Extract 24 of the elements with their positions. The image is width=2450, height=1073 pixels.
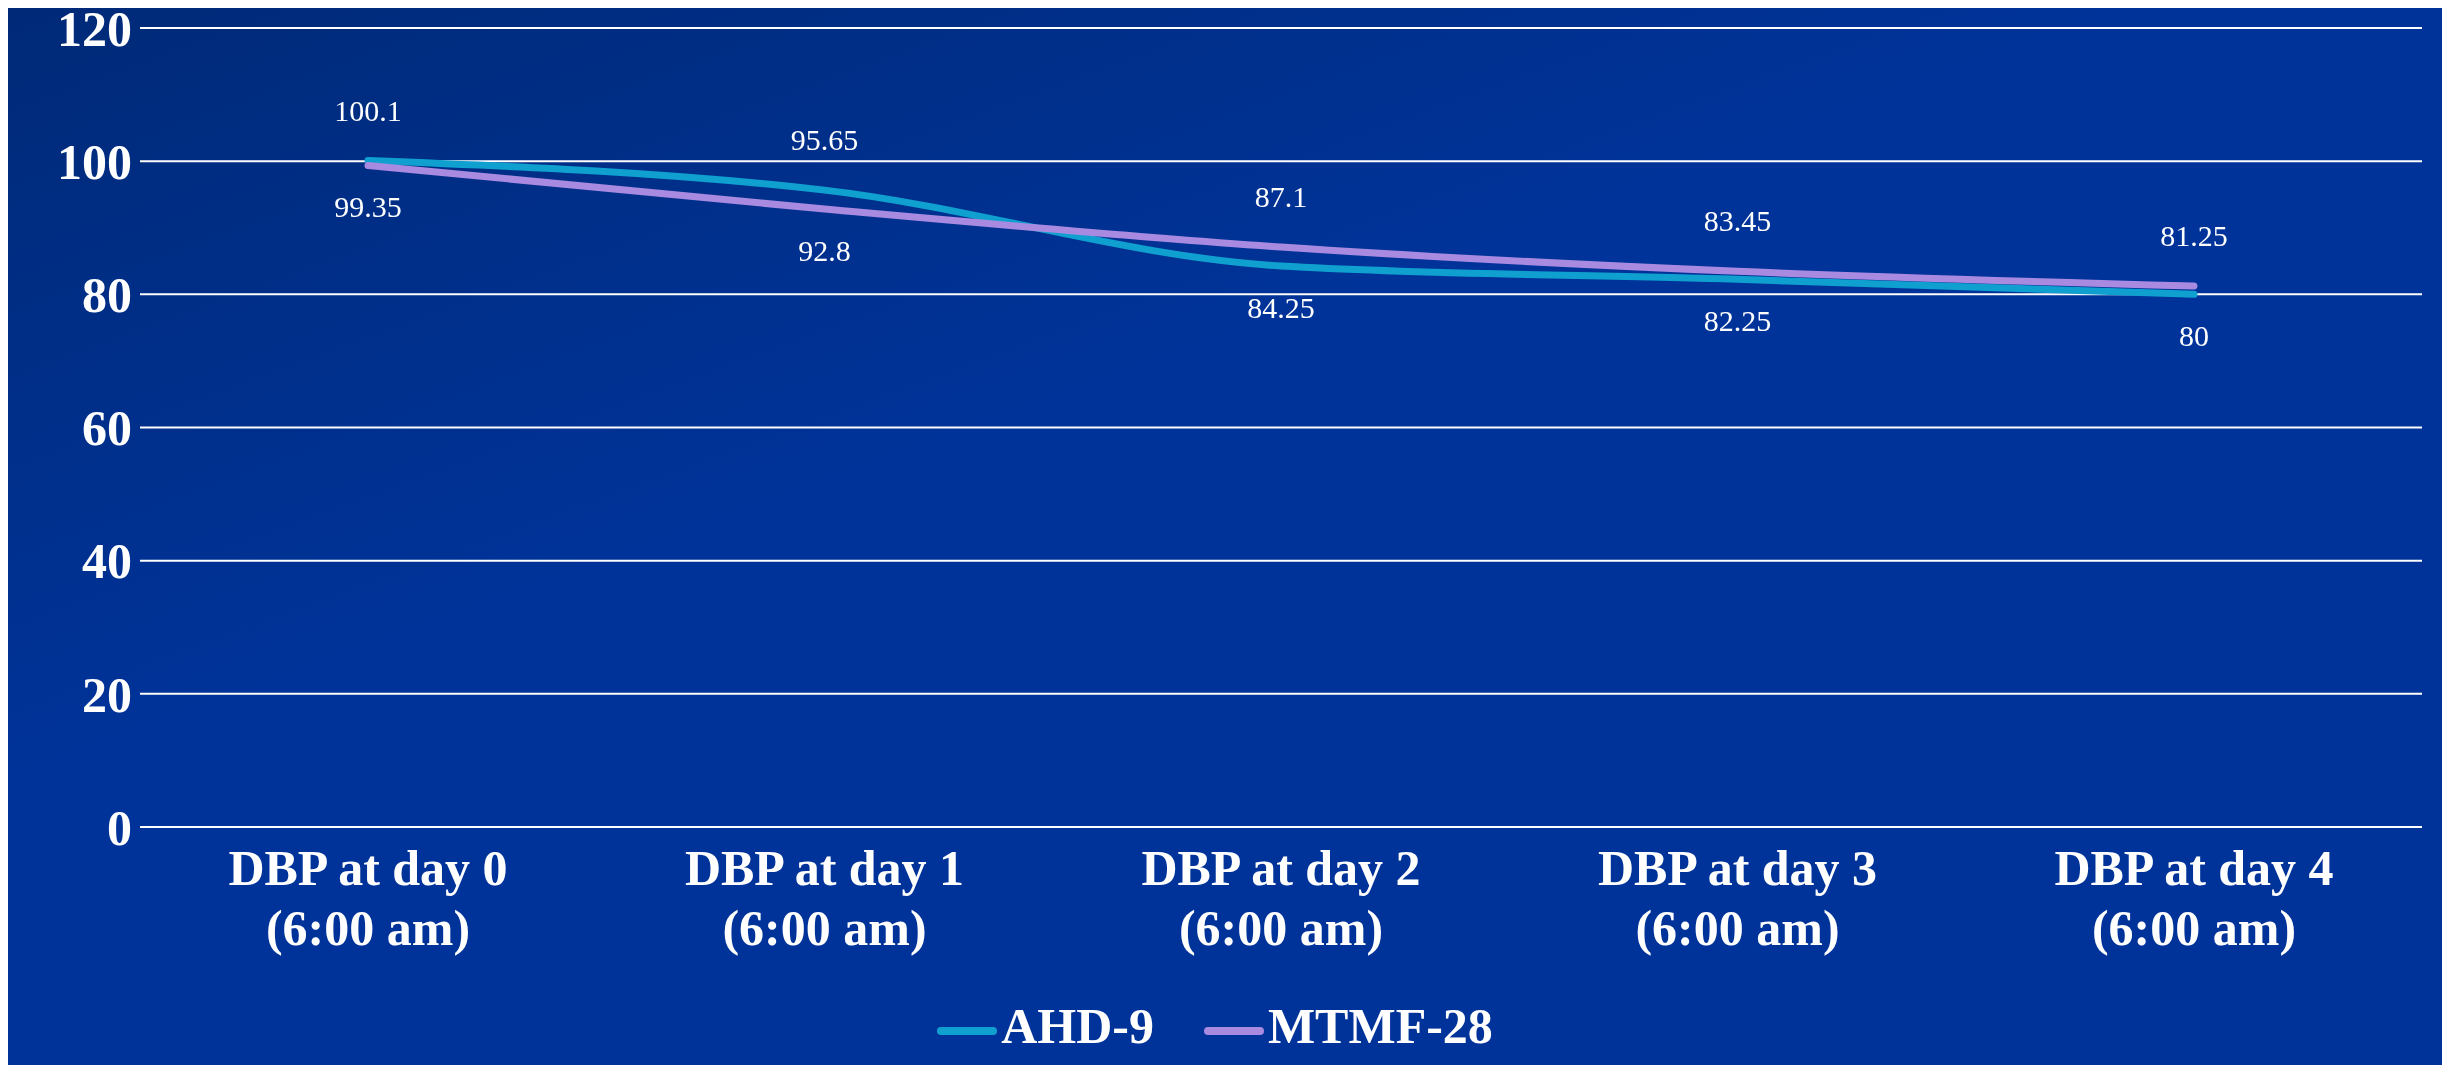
data-label: 82.25: [1703, 304, 1772, 338]
y-tick-label: 40: [82, 533, 132, 590]
data-label: 80: [2179, 319, 2209, 353]
legend-label: MTMF-28: [1266, 997, 1493, 1055]
y-tick-label: 0: [107, 799, 132, 856]
data-label: 100.1: [334, 93, 402, 127]
x-tick-label: DBP at day 2 (6:00 am): [1141, 840, 1421, 956]
x-tick-label: DBP at day 1 (6:00 am): [684, 840, 965, 956]
data-label: 83.45: [1703, 204, 1772, 238]
y-tick-label: 80: [82, 267, 132, 324]
legend-label: AHD-9: [1000, 997, 1154, 1055]
x-tick-label: DBP at day 3 (6:00 am): [1597, 840, 1878, 956]
data-label: 84.25: [1247, 291, 1315, 325]
data-label: 92.8: [798, 234, 851, 268]
x-tick-label: DBP at day 4 (6:00 am): [2054, 840, 2334, 956]
data-label: 87.1: [1254, 180, 1308, 214]
y-tick-label: 120: [57, 0, 132, 57]
data-label: 95.65: [790, 123, 859, 157]
data-label: 81.25: [2160, 219, 2228, 253]
y-tick-label: 60: [82, 400, 132, 457]
y-tick-label: 20: [82, 666, 132, 723]
y-tick-label: 100: [57, 133, 132, 190]
x-tick-label: DBP at day 0 (6:00 am): [228, 840, 508, 956]
data-label: 99.35: [334, 190, 402, 224]
